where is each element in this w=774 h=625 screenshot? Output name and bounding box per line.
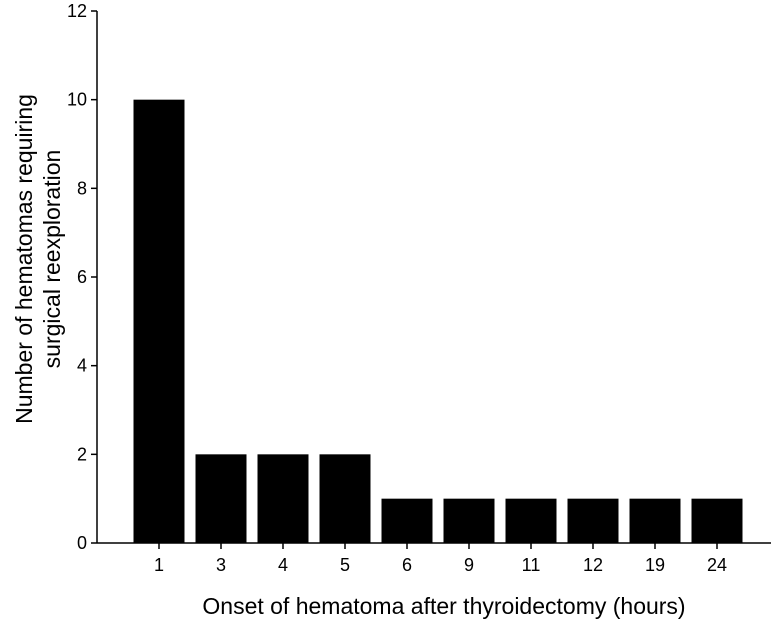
x-axis-title: Onset of hematoma after thyroidectomy (h… xyxy=(202,593,685,619)
bar-24 xyxy=(691,498,743,543)
x-tick-label-4: 4 xyxy=(278,555,288,575)
x-tick-label-19: 19 xyxy=(645,555,665,575)
y-tick-label-0: 0 xyxy=(77,533,87,553)
bar-4 xyxy=(257,454,309,543)
y-axis-title-line-1: Number of hematomas requiring xyxy=(11,94,37,424)
bar-19 xyxy=(629,498,681,543)
y-tick-label-4: 4 xyxy=(77,356,87,376)
bar-6 xyxy=(381,498,433,543)
x-tick-label-12: 12 xyxy=(583,555,603,575)
y-axis-title-line-2: surgical reexploration xyxy=(39,150,65,369)
bars-layer xyxy=(133,99,743,544)
bar-9 xyxy=(443,498,495,543)
y-tick-label-10: 10 xyxy=(67,90,87,110)
y-tick-label-2: 2 xyxy=(77,444,87,464)
bar-3 xyxy=(195,454,247,543)
bar-12 xyxy=(567,498,619,543)
x-tick-label-1: 1 xyxy=(154,555,164,575)
x-tick-label-6: 6 xyxy=(402,555,412,575)
axes-layer xyxy=(91,10,771,549)
x-tick-label-3: 3 xyxy=(216,555,226,575)
x-tick-label-5: 5 xyxy=(340,555,350,575)
x-tick-label-11: 11 xyxy=(522,555,541,575)
y-tick-label-8: 8 xyxy=(77,178,87,198)
x-tick-label-24: 24 xyxy=(707,555,727,575)
bar-5 xyxy=(319,454,371,543)
bar-1 xyxy=(133,99,185,544)
x-tick-label-9: 9 xyxy=(464,555,474,575)
y-tick-label-12: 12 xyxy=(67,1,87,21)
y-tick-label-6: 6 xyxy=(77,267,87,287)
bar-11 xyxy=(505,498,557,543)
